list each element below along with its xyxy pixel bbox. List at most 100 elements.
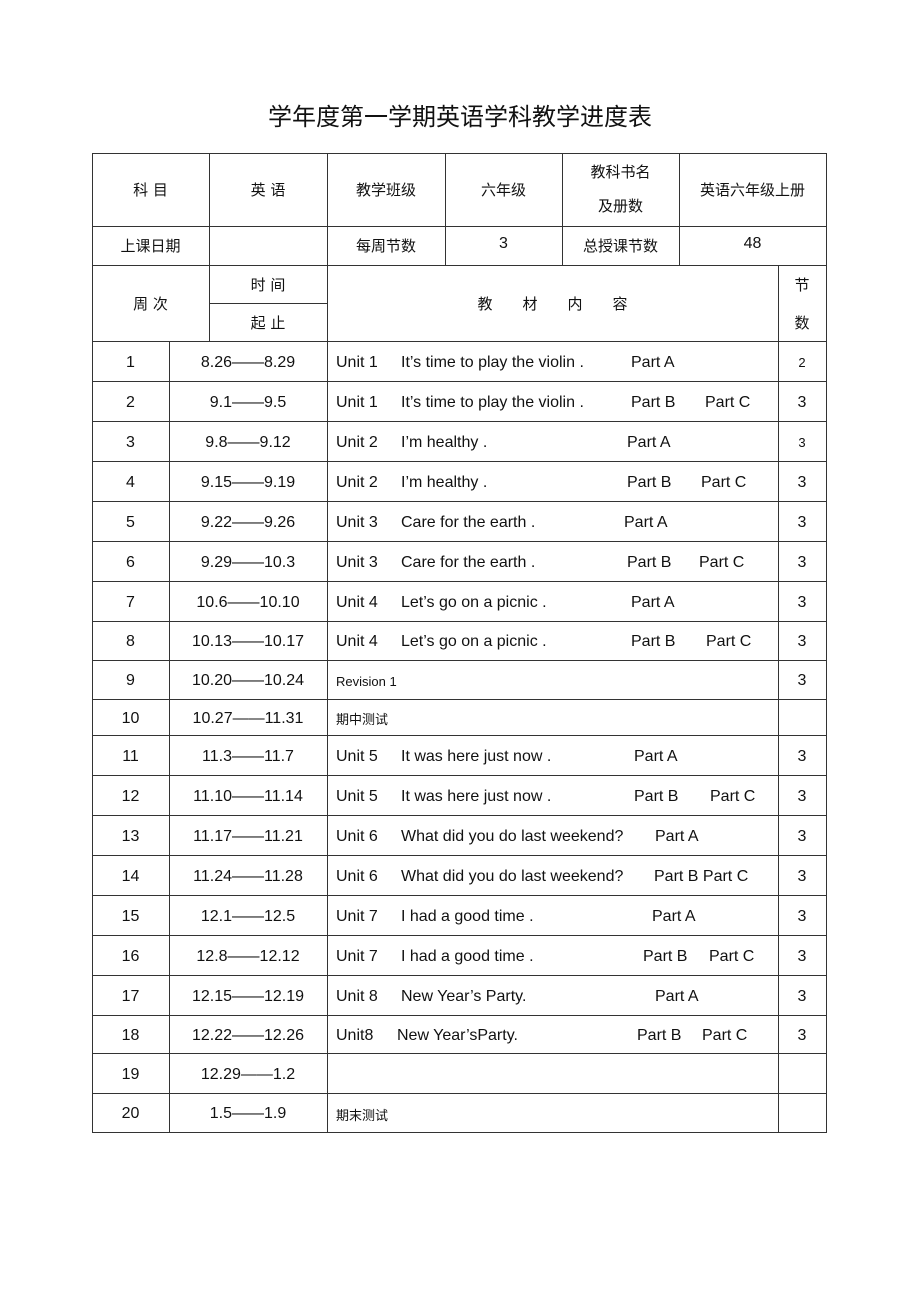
table-row: 10 10.27——11.31 期中测试: [92, 699, 826, 735]
date-range: 11.17——11.21: [193, 827, 303, 845]
lesson-count: 3: [797, 907, 807, 925]
lesson-title: It’s time to play the violin .: [401, 353, 584, 371]
lesson-part: Part A: [631, 353, 675, 371]
lesson-part: Part A: [627, 433, 671, 451]
table-row: 2 9.1——9.5 Unit 1 It’s time to play the vio…: [92, 381, 826, 421]
lesson-title: New Year’sParty.: [397, 1026, 518, 1044]
week-number: 9: [126, 672, 135, 689]
lesson-part: Part B: [631, 633, 676, 650]
divider: [92, 935, 827, 936]
lesson-count: 3: [797, 473, 807, 491]
unit-label: 期末测试: [336, 1107, 389, 1123]
divider: [92, 975, 827, 976]
lesson-count: 3: [797, 787, 807, 805]
divider: [445, 153, 446, 266]
divider: [92, 341, 93, 1133]
table-row: 14 11.24——11.28 Unit 6 What did you do last…: [92, 855, 826, 895]
lesson-part: Part B: [634, 787, 679, 805]
weekly-value: 3: [499, 235, 508, 252]
lesson-part: Part B: [627, 473, 672, 491]
date-range: 8.26——8.29: [200, 353, 296, 371]
divider: [92, 699, 827, 700]
divider: [92, 541, 827, 542]
divider: [327, 341, 328, 1133]
table-row: 15 12.1——12.5 Unit 7 I had a good time . Par…: [92, 895, 826, 935]
table-row: 13 11.17——11.21 Unit 6 What did you do last…: [92, 815, 826, 855]
divider: [826, 265, 827, 342]
table-row: 17 12.15——12.19 Unit 8 New Year’s Party. Par…: [92, 975, 826, 1015]
lesson-count: 3: [797, 867, 807, 885]
date-range: 12.8——12.12: [196, 947, 300, 965]
total-label: 总授课节数: [582, 237, 658, 255]
lesson-title: It was here just now .: [401, 747, 552, 765]
unit-label: Unit 7: [336, 947, 378, 965]
lesson-count: 3: [797, 1026, 807, 1044]
date-range: 10.27——11.31: [192, 709, 304, 727]
table-row: 12 11.10——11.14 Unit 5 It was here just now…: [92, 775, 826, 815]
lesson-title: Let’s go on a picnic .: [401, 633, 547, 650]
week-number: 1: [126, 353, 135, 371]
unit-label: Unit 5: [336, 747, 378, 765]
lesson-count: 3: [797, 513, 807, 531]
lesson-part: Part C: [709, 947, 755, 965]
divider: [92, 265, 827, 266]
divider: [92, 421, 827, 422]
week-number: 15: [121, 907, 140, 925]
unit-label: 期中测试: [336, 712, 389, 727]
divider: [209, 265, 210, 342]
lesson-count: 3: [797, 947, 807, 965]
divider: [92, 341, 827, 342]
lesson-count: 3: [797, 553, 807, 571]
unit-label: Unit 6: [336, 867, 378, 885]
lesson-count: 2: [798, 355, 806, 370]
table-row: 7 10.6——10.10 Unit 4 Let’s go on a picnic .…: [92, 581, 826, 621]
divider: [327, 265, 328, 342]
lesson-part: Part C: [705, 393, 751, 411]
unit-label: Revision 1: [336, 673, 397, 689]
divider: [778, 265, 779, 342]
week-number: 8: [126, 633, 135, 650]
week-number: 10: [121, 709, 140, 727]
table-row: 11 11.3——11.7 Unit 5 It was here just now .…: [92, 735, 826, 775]
unit-label: Unit 7: [336, 907, 378, 925]
table-row: 5 9.22——9.26 Unit 3 Care for the earth . Par…: [92, 501, 826, 541]
lesson-title: New Year’s Party.: [401, 987, 527, 1005]
unit-label: Unit 6: [336, 827, 378, 845]
lesson-part: Part C: [701, 473, 747, 491]
lesson-part: Part A: [634, 747, 678, 765]
lesson-part: Part C: [702, 1026, 748, 1044]
class-value: 六年级: [480, 181, 526, 199]
lesson-count: [778, 1053, 826, 1093]
date-value: [209, 226, 327, 265]
lesson-count: [778, 1093, 826, 1132]
divider: [92, 1132, 827, 1133]
unit-label: Unit 1: [336, 393, 378, 411]
date-range: 9.22——9.26: [200, 513, 296, 531]
date-range: 9.15——9.19: [200, 473, 296, 491]
lesson-part: Part B: [637, 1026, 682, 1044]
week-number: 13: [121, 827, 140, 845]
unit-label: Unit 3: [336, 513, 378, 531]
table-row: 18 12.22——12.26 Unit8 New Year’sParty. Part …: [92, 1015, 826, 1053]
lesson-part: Part B: [643, 947, 688, 965]
date-label: 上课日期: [120, 237, 181, 255]
date-range: 12.22——12.26: [191, 1026, 305, 1044]
week-number: 12: [121, 787, 140, 805]
lesson-part: Part C: [706, 633, 752, 650]
unit-label: Unit 1: [336, 353, 378, 371]
lesson-title: Care for the earth .: [401, 553, 536, 571]
divider: [209, 153, 210, 266]
lesson-title: It was here just now .: [401, 787, 552, 805]
lesson-part: Part A: [655, 827, 699, 845]
divider: [562, 153, 563, 266]
unit-label: Unit 4: [336, 633, 378, 650]
divider: [92, 581, 827, 582]
divider: [169, 341, 170, 1133]
divider: [327, 153, 328, 266]
week-number: 17: [121, 987, 140, 1005]
week-label: 周 次: [133, 294, 168, 313]
page-title: 学年度第一学期英语学科教学进度表: [268, 103, 652, 131]
date-range: 10.6——10.10: [196, 593, 300, 611]
date-range: 11.3——11.7: [202, 747, 294, 765]
